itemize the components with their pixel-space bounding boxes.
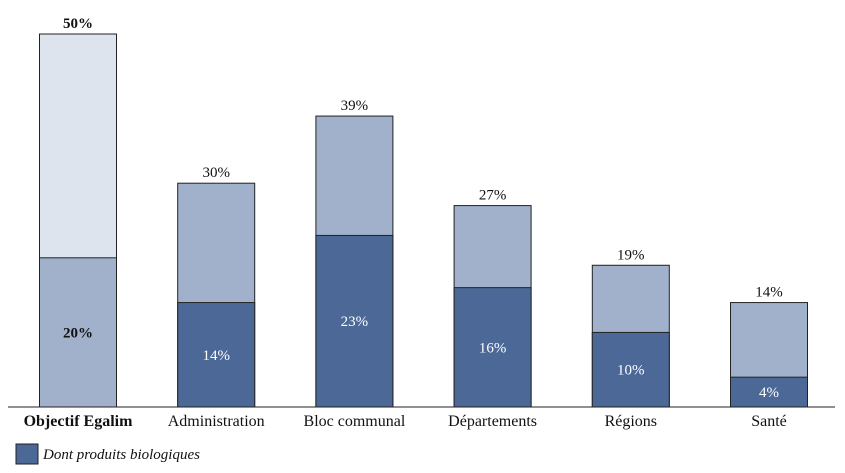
- data-label-total: 50%: [63, 16, 93, 32]
- legend-label: Dont produits biologiques: [42, 447, 200, 463]
- legend-swatch: [15, 443, 39, 465]
- category-label: Bloc communal: [304, 413, 406, 430]
- data-label-total: 27%: [479, 188, 507, 204]
- bars-layer: [39, 33, 808, 408]
- bar-bio: [177, 302, 256, 408]
- data-label-bio: 14%: [202, 348, 230, 364]
- category-label: Régions: [605, 413, 657, 430]
- data-label-total: 19%: [617, 247, 645, 263]
- category-label: Administration: [168, 413, 265, 430]
- data-label-total: 39%: [341, 98, 369, 114]
- data-label-total: 30%: [202, 165, 230, 181]
- bar-bio: [591, 331, 670, 408]
- category-label: Objectif Egalim: [24, 413, 134, 430]
- data-label-bio: 16%: [479, 340, 507, 356]
- legend: Dont produits biologiques: [15, 443, 200, 465]
- data-label-total: 14%: [755, 285, 783, 301]
- bar-bio: [453, 287, 532, 408]
- data-label-bio: 4%: [759, 385, 779, 401]
- category-label: Santé: [751, 413, 787, 430]
- data-label-bio: 10%: [617, 363, 645, 379]
- data-label-bio: 20%: [63, 325, 93, 341]
- category-label: Départements: [448, 413, 537, 430]
- category-labels: Objectif Egalim Administration Bloc commun…: [24, 413, 787, 430]
- data-label-bio: 23%: [341, 314, 369, 330]
- bar-bio: [39, 257, 117, 408]
- bar-bio: [730, 376, 808, 408]
- bar-bio: [315, 234, 394, 408]
- labels-layer: 50% 20% 30% 14% 39% 23% 27% 16% 19% 10% 14% 4%: [63, 16, 783, 401]
